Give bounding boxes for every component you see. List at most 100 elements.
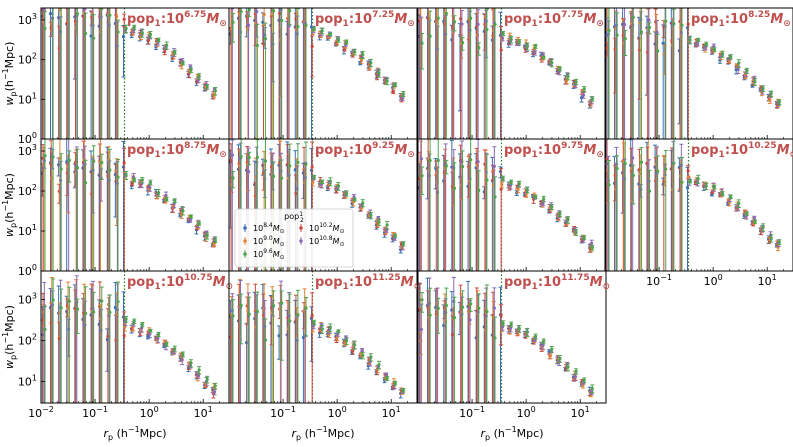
data-point <box>337 38 340 41</box>
data-point <box>189 215 192 218</box>
data-point <box>329 180 332 183</box>
data-point <box>477 23 480 26</box>
data-point <box>264 37 267 40</box>
x-tick-label: 100 <box>704 273 723 288</box>
data-point <box>377 220 380 223</box>
data-point <box>385 223 388 226</box>
data-point <box>206 85 209 88</box>
data-point <box>181 358 184 361</box>
data-point <box>582 94 585 97</box>
data-point <box>623 23 626 26</box>
data-point <box>353 50 356 53</box>
data-point <box>402 389 405 392</box>
data-point <box>213 390 216 393</box>
data-point <box>321 180 324 183</box>
data-point <box>231 21 234 24</box>
data-point <box>321 29 324 32</box>
data-point <box>477 160 480 163</box>
data-point <box>402 92 405 95</box>
y-tick-label: 101 <box>18 374 37 389</box>
data-point <box>770 236 773 239</box>
data-point <box>311 45 314 48</box>
data-point <box>689 38 692 41</box>
data-point <box>115 15 118 18</box>
data-point <box>304 24 307 27</box>
data-point <box>768 99 771 102</box>
data-point <box>616 34 619 37</box>
data-point <box>165 343 168 346</box>
data-point <box>280 177 283 180</box>
data-point <box>123 18 126 21</box>
data-point <box>100 161 103 164</box>
panel-title: pop1:108.75M⊙ <box>127 141 227 160</box>
y-axis-label: wp(h−1Mpc) <box>1 42 18 106</box>
data-point <box>197 222 200 225</box>
data-point <box>321 328 324 331</box>
data-point <box>361 53 364 56</box>
data-point <box>337 184 340 187</box>
data-point <box>214 238 217 241</box>
data-point <box>500 314 503 317</box>
data-point <box>189 68 192 71</box>
data-point <box>165 197 168 200</box>
data-point <box>550 61 553 64</box>
data-point <box>477 46 480 49</box>
x-tick-label: 101 <box>758 273 777 288</box>
data-point <box>231 154 234 157</box>
data-point <box>248 8 251 11</box>
data-point <box>640 30 643 33</box>
data-point <box>206 378 209 381</box>
data-point <box>165 44 168 47</box>
panel-title: pop1:1011.25M⊙ <box>315 273 421 292</box>
data-point <box>76 166 79 169</box>
data-point <box>574 230 577 233</box>
data-point <box>686 186 689 189</box>
x-tick-label: 100 <box>328 405 347 420</box>
data-point <box>125 27 128 30</box>
data-point <box>256 310 259 313</box>
data-point <box>745 212 748 215</box>
data-point <box>664 167 667 170</box>
data-point <box>189 361 192 364</box>
panel-3: pop1:107.75M⊙ <box>417 0 606 151</box>
data-point <box>345 339 348 342</box>
panel-2: pop1:107.25M⊙ <box>228 0 417 151</box>
data-point <box>84 32 87 35</box>
data-point <box>369 214 372 217</box>
data-point <box>92 160 95 163</box>
data-point <box>116 176 119 179</box>
data-point <box>566 218 569 221</box>
data-point <box>761 87 764 90</box>
data-point <box>149 329 152 332</box>
data-point <box>361 201 364 204</box>
data-point <box>437 16 440 19</box>
data-point <box>60 168 63 171</box>
x-tick-label: 101 <box>194 405 213 420</box>
data-point <box>197 368 200 371</box>
data-point <box>655 31 658 34</box>
data-point <box>624 162 627 165</box>
panel-title: pop1:109.25M⊙ <box>315 141 415 160</box>
data-point <box>240 155 243 158</box>
data-point <box>689 180 692 183</box>
data-point <box>181 353 184 356</box>
data-point <box>705 42 708 45</box>
data-point <box>632 174 635 177</box>
data-point <box>680 24 683 27</box>
data-point <box>157 191 160 194</box>
data-point <box>353 198 356 201</box>
data-point <box>502 177 505 180</box>
data-point <box>296 161 299 164</box>
data-point <box>429 159 432 162</box>
data-point <box>148 186 151 189</box>
data-point <box>116 30 119 33</box>
data-point <box>705 184 708 187</box>
data-point <box>313 27 316 30</box>
data-point <box>526 188 529 191</box>
